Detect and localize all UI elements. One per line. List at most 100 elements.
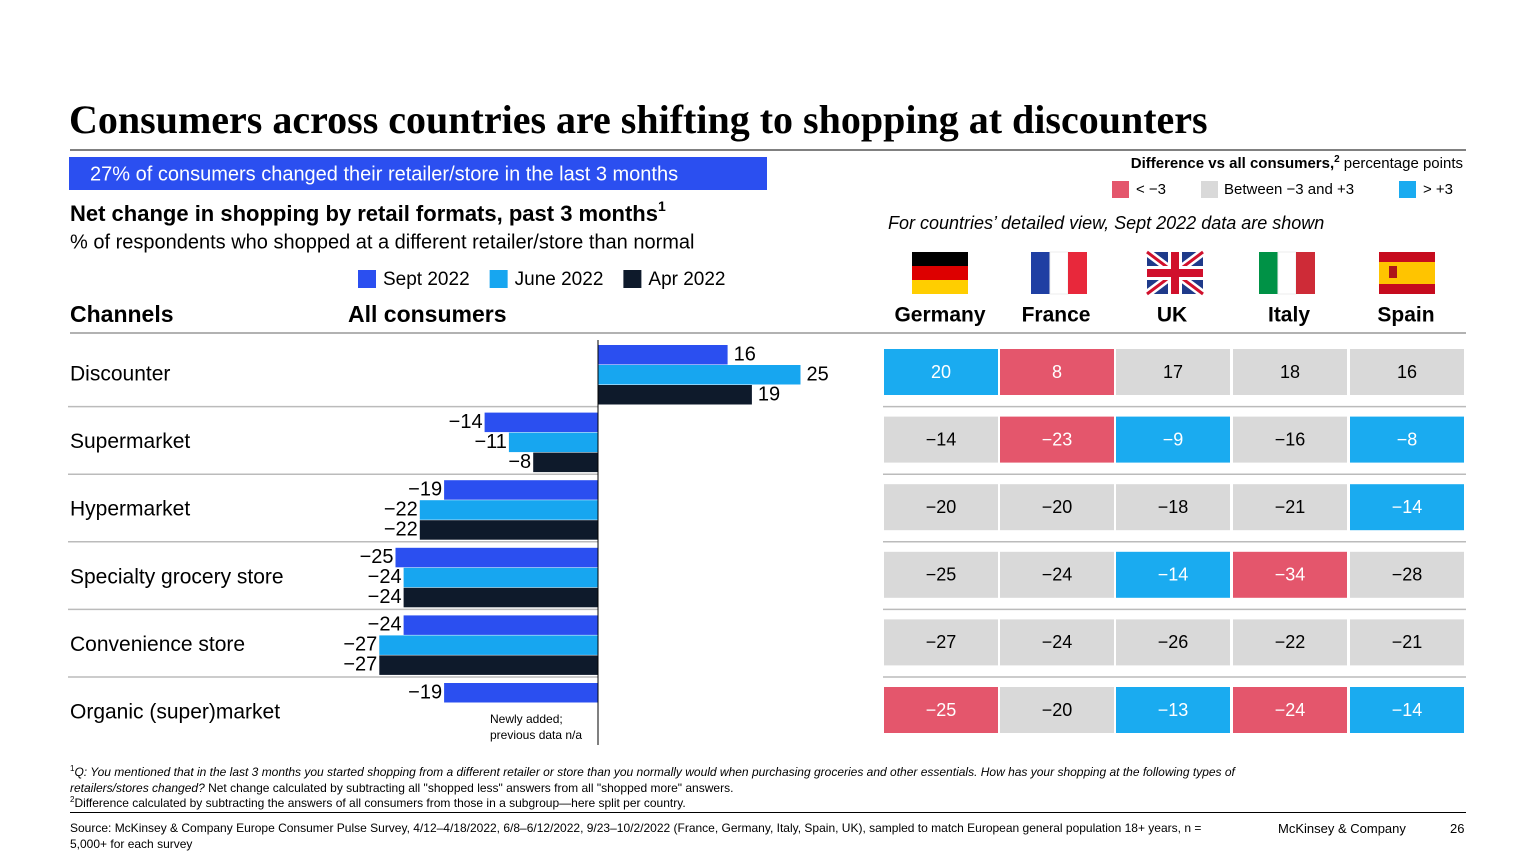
category-label: Organic (super)market	[70, 701, 280, 724]
country-value: −21	[1392, 632, 1423, 652]
country-value: −25	[926, 565, 957, 585]
legend-swatch	[1112, 181, 1129, 198]
legend-label: Apr 2022	[648, 269, 725, 290]
country-cell	[884, 484, 998, 531]
country-value: 17	[1163, 362, 1183, 382]
value-label: −11	[474, 431, 506, 453]
chart-subtitle: % of respondents who shopped at a differ…	[70, 231, 694, 253]
flag-spain	[1379, 252, 1435, 294]
bar	[444, 480, 598, 500]
country-value: −22	[1275, 632, 1306, 652]
flag-italy	[1259, 251, 1315, 295]
country-value: −20	[1042, 497, 1073, 517]
country-value: −18	[1158, 497, 1189, 517]
country-cell	[1350, 416, 1464, 463]
country-cell	[884, 619, 998, 666]
bar	[598, 385, 752, 405]
country-value: −25	[926, 700, 957, 720]
country-value: 18	[1280, 362, 1300, 382]
country-cell	[1000, 551, 1114, 598]
country-value: −20	[926, 497, 957, 517]
annotation: previous data n/a	[490, 728, 582, 742]
bar	[403, 567, 598, 588]
value-label: −19	[408, 681, 442, 703]
legend-swatch	[489, 270, 508, 288]
value-label: −25	[360, 546, 394, 568]
bar	[379, 635, 598, 655]
category-label: Discounter	[70, 363, 170, 386]
country-name: Germany	[894, 304, 985, 327]
bar	[444, 683, 598, 703]
country-value: −14	[1392, 497, 1423, 517]
country-value: −14	[1392, 700, 1423, 720]
legend-label: Sept 2022	[383, 269, 470, 290]
country-cell	[1350, 687, 1464, 733]
value-label: 16	[734, 343, 756, 365]
country-name: UK	[1157, 304, 1187, 327]
country-value: 16	[1397, 362, 1417, 382]
legend-label: < −3	[1136, 181, 1166, 198]
legend-label: > +3	[1423, 181, 1453, 198]
country-cell	[884, 551, 998, 598]
banner: 27% of consumers changed their retailer/…	[90, 163, 678, 185]
country-value: −14	[926, 429, 957, 449]
flag-uk	[1144, 248, 1206, 298]
category-label: Convenience store	[70, 633, 245, 656]
country-cell	[1116, 551, 1230, 598]
bar	[379, 655, 598, 675]
bar	[403, 587, 598, 608]
country-value: −16	[1275, 429, 1306, 449]
country-cell	[1233, 416, 1347, 463]
country-cell	[1116, 619, 1230, 666]
brand: McKinsey & Company	[1278, 821, 1406, 836]
country-cell	[1233, 687, 1347, 733]
legend-title-text: Difference vs all consumers,	[1131, 155, 1334, 172]
category-label: Hypermarket	[70, 498, 190, 521]
bar	[395, 547, 598, 568]
footnote-text: Net change calculated by subtracting all…	[208, 780, 734, 795]
value-label: −8	[508, 451, 531, 473]
country-value: −34	[1275, 565, 1306, 585]
footer-rule	[70, 812, 1466, 813]
legend-swatch	[1201, 181, 1218, 198]
category-label: Specialty grocery store	[70, 565, 284, 588]
value-label: −27	[343, 654, 377, 676]
legend-label: Between −3 and +3	[1224, 181, 1354, 198]
footnote-marker: 1	[70, 764, 75, 773]
country-name: Italy	[1268, 304, 1310, 327]
page-number: 26	[1450, 821, 1465, 836]
value-label: −24	[368, 566, 402, 588]
country-cell	[1350, 349, 1464, 395]
country-cell	[1233, 619, 1347, 666]
value-label: −19	[408, 478, 442, 500]
country-cell	[1000, 484, 1114, 531]
bar	[598, 365, 801, 385]
country-name: France	[1022, 304, 1091, 327]
bar	[508, 432, 598, 453]
country-value: −13	[1158, 700, 1189, 720]
country-value: −24	[1042, 632, 1073, 652]
country-cell	[1116, 687, 1230, 733]
country-name: Spain	[1377, 304, 1434, 327]
country-value: −26	[1158, 632, 1189, 652]
slide-title: Consumers across countries are shifting …	[69, 97, 1208, 142]
bar	[533, 452, 598, 473]
bar	[419, 500, 598, 520]
country-value: −14	[1158, 565, 1189, 585]
country-cell	[1350, 484, 1464, 531]
value-label: −24	[368, 586, 402, 608]
country-cell	[1350, 619, 1464, 666]
value-label: −22	[384, 518, 418, 540]
country-value: −28	[1392, 565, 1423, 585]
legend-label: June 2022	[515, 269, 604, 290]
footnote-text: Difference calculated by subtracting the…	[74, 796, 686, 810]
country-value: −27	[926, 632, 957, 652]
footnote: 1Q: You mentioned that in the last 3 mon…	[70, 761, 1300, 796]
country-value: −21	[1275, 497, 1306, 517]
column-header: All consumers	[348, 301, 507, 327]
bar	[403, 615, 598, 635]
category-label: Supermarket	[70, 430, 190, 453]
country-value: −23	[1042, 429, 1073, 449]
country-cell	[884, 349, 998, 395]
